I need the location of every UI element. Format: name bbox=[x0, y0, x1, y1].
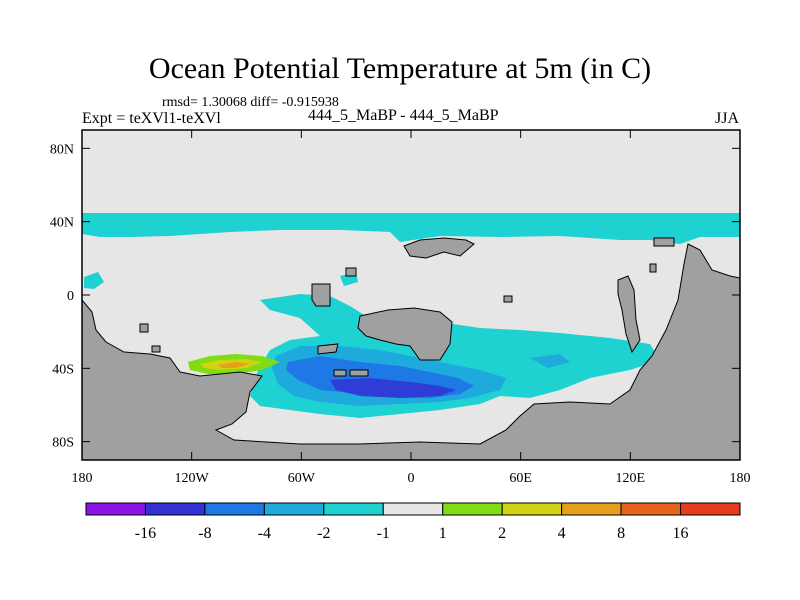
colorbar-label: 8 bbox=[617, 525, 625, 542]
x-tick-label: 0 bbox=[408, 471, 415, 486]
colorbar-swatch bbox=[263, 502, 325, 516]
land-island bbox=[345, 267, 357, 277]
y-tick-label: 80S bbox=[52, 436, 74, 451]
cooling-core bbox=[330, 378, 456, 398]
colorbar-swatch bbox=[323, 502, 384, 516]
y-tick-label: 0 bbox=[67, 289, 74, 304]
land-island bbox=[653, 237, 675, 247]
x-tick-label: 180 bbox=[72, 471, 93, 486]
cooling-patch bbox=[530, 354, 570, 368]
colorbar-swatch bbox=[680, 502, 741, 516]
land-island bbox=[503, 295, 513, 303]
x-tick-label: 180 bbox=[730, 471, 751, 486]
cooling-band-north bbox=[82, 213, 740, 244]
colorbar-swatch bbox=[442, 502, 503, 516]
colorbar-label: 1 bbox=[439, 525, 447, 542]
x-tick-label: 60E bbox=[509, 471, 532, 486]
colorbar-label: 4 bbox=[558, 525, 566, 542]
land-island bbox=[139, 323, 149, 333]
colorbar-label: 2 bbox=[498, 525, 506, 542]
land-island bbox=[357, 307, 453, 361]
colorbar-swatch bbox=[382, 502, 444, 516]
colorbar-swatch bbox=[204, 502, 265, 516]
land-island bbox=[151, 345, 161, 353]
cooling-patch bbox=[84, 272, 104, 289]
x-tick-label: 120E bbox=[616, 471, 646, 486]
colorbar-swatch bbox=[144, 502, 206, 516]
colorbar-label: -1 bbox=[377, 525, 390, 542]
land-island bbox=[349, 369, 369, 377]
colorbar-swatch bbox=[620, 502, 682, 516]
land-island bbox=[649, 263, 657, 273]
experiment-label: Expt = teXVl1-teXVl bbox=[82, 110, 221, 127]
stats-label: rmsd= 1.30068 diff= -0.915938 bbox=[162, 95, 339, 110]
map-title: Ocean Potential Temperature at 5m (in C) bbox=[148, 52, 652, 85]
period-label: 444_5_MaBP - 444_5_MaBP bbox=[308, 107, 499, 124]
x-axis: 180 120W 60W 0 60E 120E 180 bbox=[72, 130, 751, 486]
warming-region-peak bbox=[218, 362, 250, 368]
colorbar-label: -4 bbox=[258, 525, 271, 542]
colorbar-label: -8 bbox=[198, 525, 211, 542]
colorbar: -16 -8 -4 -2 -1 1 2 4 8 16 bbox=[85, 502, 741, 542]
colorbar-label: 16 bbox=[673, 525, 689, 542]
colorbar-label: -2 bbox=[317, 525, 330, 542]
land-island bbox=[617, 275, 641, 354]
colorbar-label: -16 bbox=[135, 525, 156, 542]
season-label: JJA bbox=[715, 110, 740, 127]
y-axis: 80N 40N 0 40S 80S bbox=[50, 142, 740, 451]
land-island bbox=[317, 343, 339, 355]
colorbar-swatch bbox=[501, 502, 563, 516]
y-tick-label: 40N bbox=[50, 216, 74, 231]
map-field bbox=[82, 130, 740, 460]
colorbar-swatch bbox=[561, 502, 622, 516]
x-tick-label: 60W bbox=[288, 471, 316, 486]
y-tick-label: 80N bbox=[50, 142, 74, 157]
x-tick-label: 120W bbox=[175, 471, 210, 486]
land-south-america bbox=[82, 243, 740, 460]
land-island bbox=[333, 369, 347, 377]
land-island bbox=[311, 283, 331, 307]
colorbar-swatch bbox=[85, 502, 146, 516]
land-island bbox=[403, 237, 475, 259]
y-tick-label: 40S bbox=[52, 362, 74, 377]
